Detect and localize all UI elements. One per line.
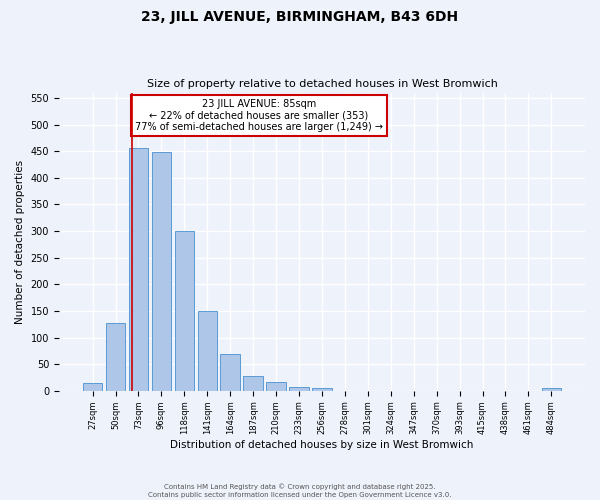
Bar: [83, 383, 103, 391]
Bar: [197, 311, 217, 391]
Text: 23, JILL AVENUE, BIRMINGHAM, B43 6DH: 23, JILL AVENUE, BIRMINGHAM, B43 6DH: [142, 10, 458, 24]
Text: 23 JILL AVENUE: 85sqm
← 22% of detached houses are smaller (353)
77% of semi-det: 23 JILL AVENUE: 85sqm ← 22% of detached …: [135, 98, 383, 132]
Bar: [542, 388, 561, 391]
Bar: [244, 376, 263, 391]
Bar: [128, 148, 148, 391]
Bar: [266, 382, 286, 391]
Y-axis label: Number of detached properties: Number of detached properties: [15, 160, 25, 324]
X-axis label: Distribution of detached houses by size in West Bromwich: Distribution of detached houses by size …: [170, 440, 473, 450]
Bar: [220, 354, 240, 391]
Text: Contains HM Land Registry data © Crown copyright and database right 2025.
Contai: Contains HM Land Registry data © Crown c…: [148, 484, 452, 498]
Bar: [175, 231, 194, 391]
Bar: [106, 322, 125, 391]
Bar: [289, 386, 309, 391]
Bar: [152, 152, 171, 391]
Title: Size of property relative to detached houses in West Bromwich: Size of property relative to detached ho…: [146, 79, 497, 89]
Bar: [312, 388, 332, 391]
